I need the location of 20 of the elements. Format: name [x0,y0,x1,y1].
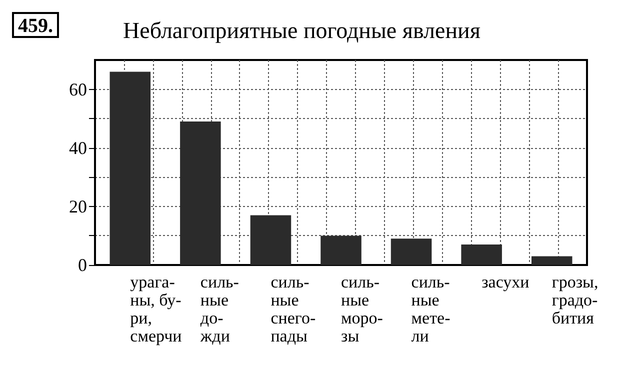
x-tick-label: силь- ные моро- зы [341,272,384,346]
bar [110,72,151,265]
bar [250,215,292,265]
text: 459. [18,15,53,37]
x-tick-label: силь- ные снего- пады [270,272,316,346]
y-tick-label: 40 [69,138,87,158]
x-tick-label: засухи [482,272,530,292]
y-tick-label: 60 [69,79,87,100]
bar [180,122,221,265]
y-tick-label: 20 [69,196,87,216]
y-tick-label: 0 [78,255,87,275]
chart-title: Неблагоприятные погодные явления [123,18,481,43]
x-tick-label: силь- ные мете- ли [411,272,451,346]
x-tick-label: грозы, градо- бития [552,272,598,328]
x-tick-label: урага- ны, бу- ри, смерчи [130,272,182,346]
bar [461,244,502,265]
x-tick-label: силь- ные до- жди [199,272,240,346]
bar [390,238,432,265]
bar [320,236,362,265]
bar [531,256,572,265]
